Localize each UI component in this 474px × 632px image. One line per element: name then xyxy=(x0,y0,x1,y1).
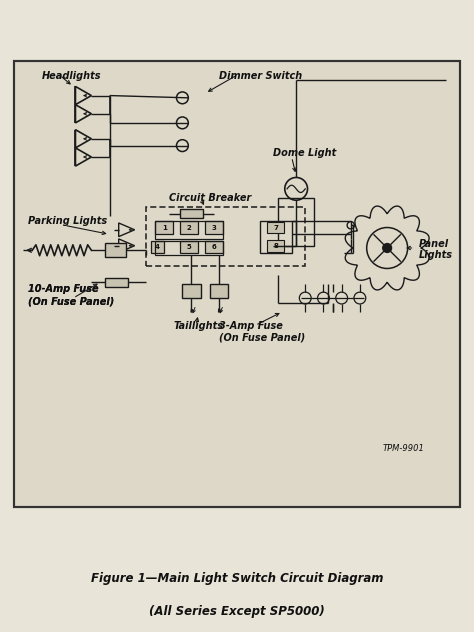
Text: 7: 7 xyxy=(273,224,278,231)
Text: 3: 3 xyxy=(212,224,217,231)
Text: Dimmer Switch: Dimmer Switch xyxy=(219,71,302,80)
Bar xyxy=(205,241,223,253)
Text: Panel
Lights: Panel Lights xyxy=(419,239,453,260)
Text: 6: 6 xyxy=(212,244,217,250)
Text: 5: 5 xyxy=(187,244,191,250)
Text: 10-Amp Fuse
(On Fuse Panel): 10-Amp Fuse (On Fuse Panel) xyxy=(27,284,114,306)
Text: Dome Light: Dome Light xyxy=(273,148,337,158)
Text: 1: 1 xyxy=(162,224,167,231)
Text: (All Series Except SP5000): (All Series Except SP5000) xyxy=(149,605,325,618)
Text: Figure 1—Main Light Switch Circuit Diagram: Figure 1—Main Light Switch Circuit Diagr… xyxy=(91,572,383,585)
Bar xyxy=(267,222,284,233)
Text: 2: 2 xyxy=(187,224,191,231)
Bar xyxy=(182,284,201,298)
Circle shape xyxy=(383,243,392,253)
Text: TPM-9901: TPM-9901 xyxy=(383,444,425,453)
Text: Circuit Breaker: Circuit Breaker xyxy=(169,193,251,204)
Bar xyxy=(155,221,223,239)
Text: 10-Amp Fuse
(On Fuse Panel): 10-Amp Fuse (On Fuse Panel) xyxy=(27,284,114,306)
Text: 4: 4 xyxy=(155,244,160,250)
Bar xyxy=(278,198,314,246)
Bar xyxy=(151,241,164,253)
Bar xyxy=(180,241,198,253)
Text: Headlights: Headlights xyxy=(41,71,101,80)
Bar xyxy=(105,243,126,257)
Text: Taillights: Taillights xyxy=(173,321,223,331)
Bar xyxy=(205,221,223,234)
Bar xyxy=(180,209,203,219)
Text: 8: 8 xyxy=(273,243,278,249)
Bar xyxy=(210,284,228,298)
Text: 3-Amp Fuse
(On Fuse Panel): 3-Amp Fuse (On Fuse Panel) xyxy=(219,321,305,343)
Bar xyxy=(146,207,305,266)
Bar xyxy=(155,241,223,255)
Bar xyxy=(267,240,284,252)
Bar xyxy=(105,277,128,287)
Bar xyxy=(260,221,292,253)
Bar xyxy=(155,221,173,234)
Text: Parking Lights: Parking Lights xyxy=(27,216,107,226)
Bar xyxy=(180,221,198,234)
